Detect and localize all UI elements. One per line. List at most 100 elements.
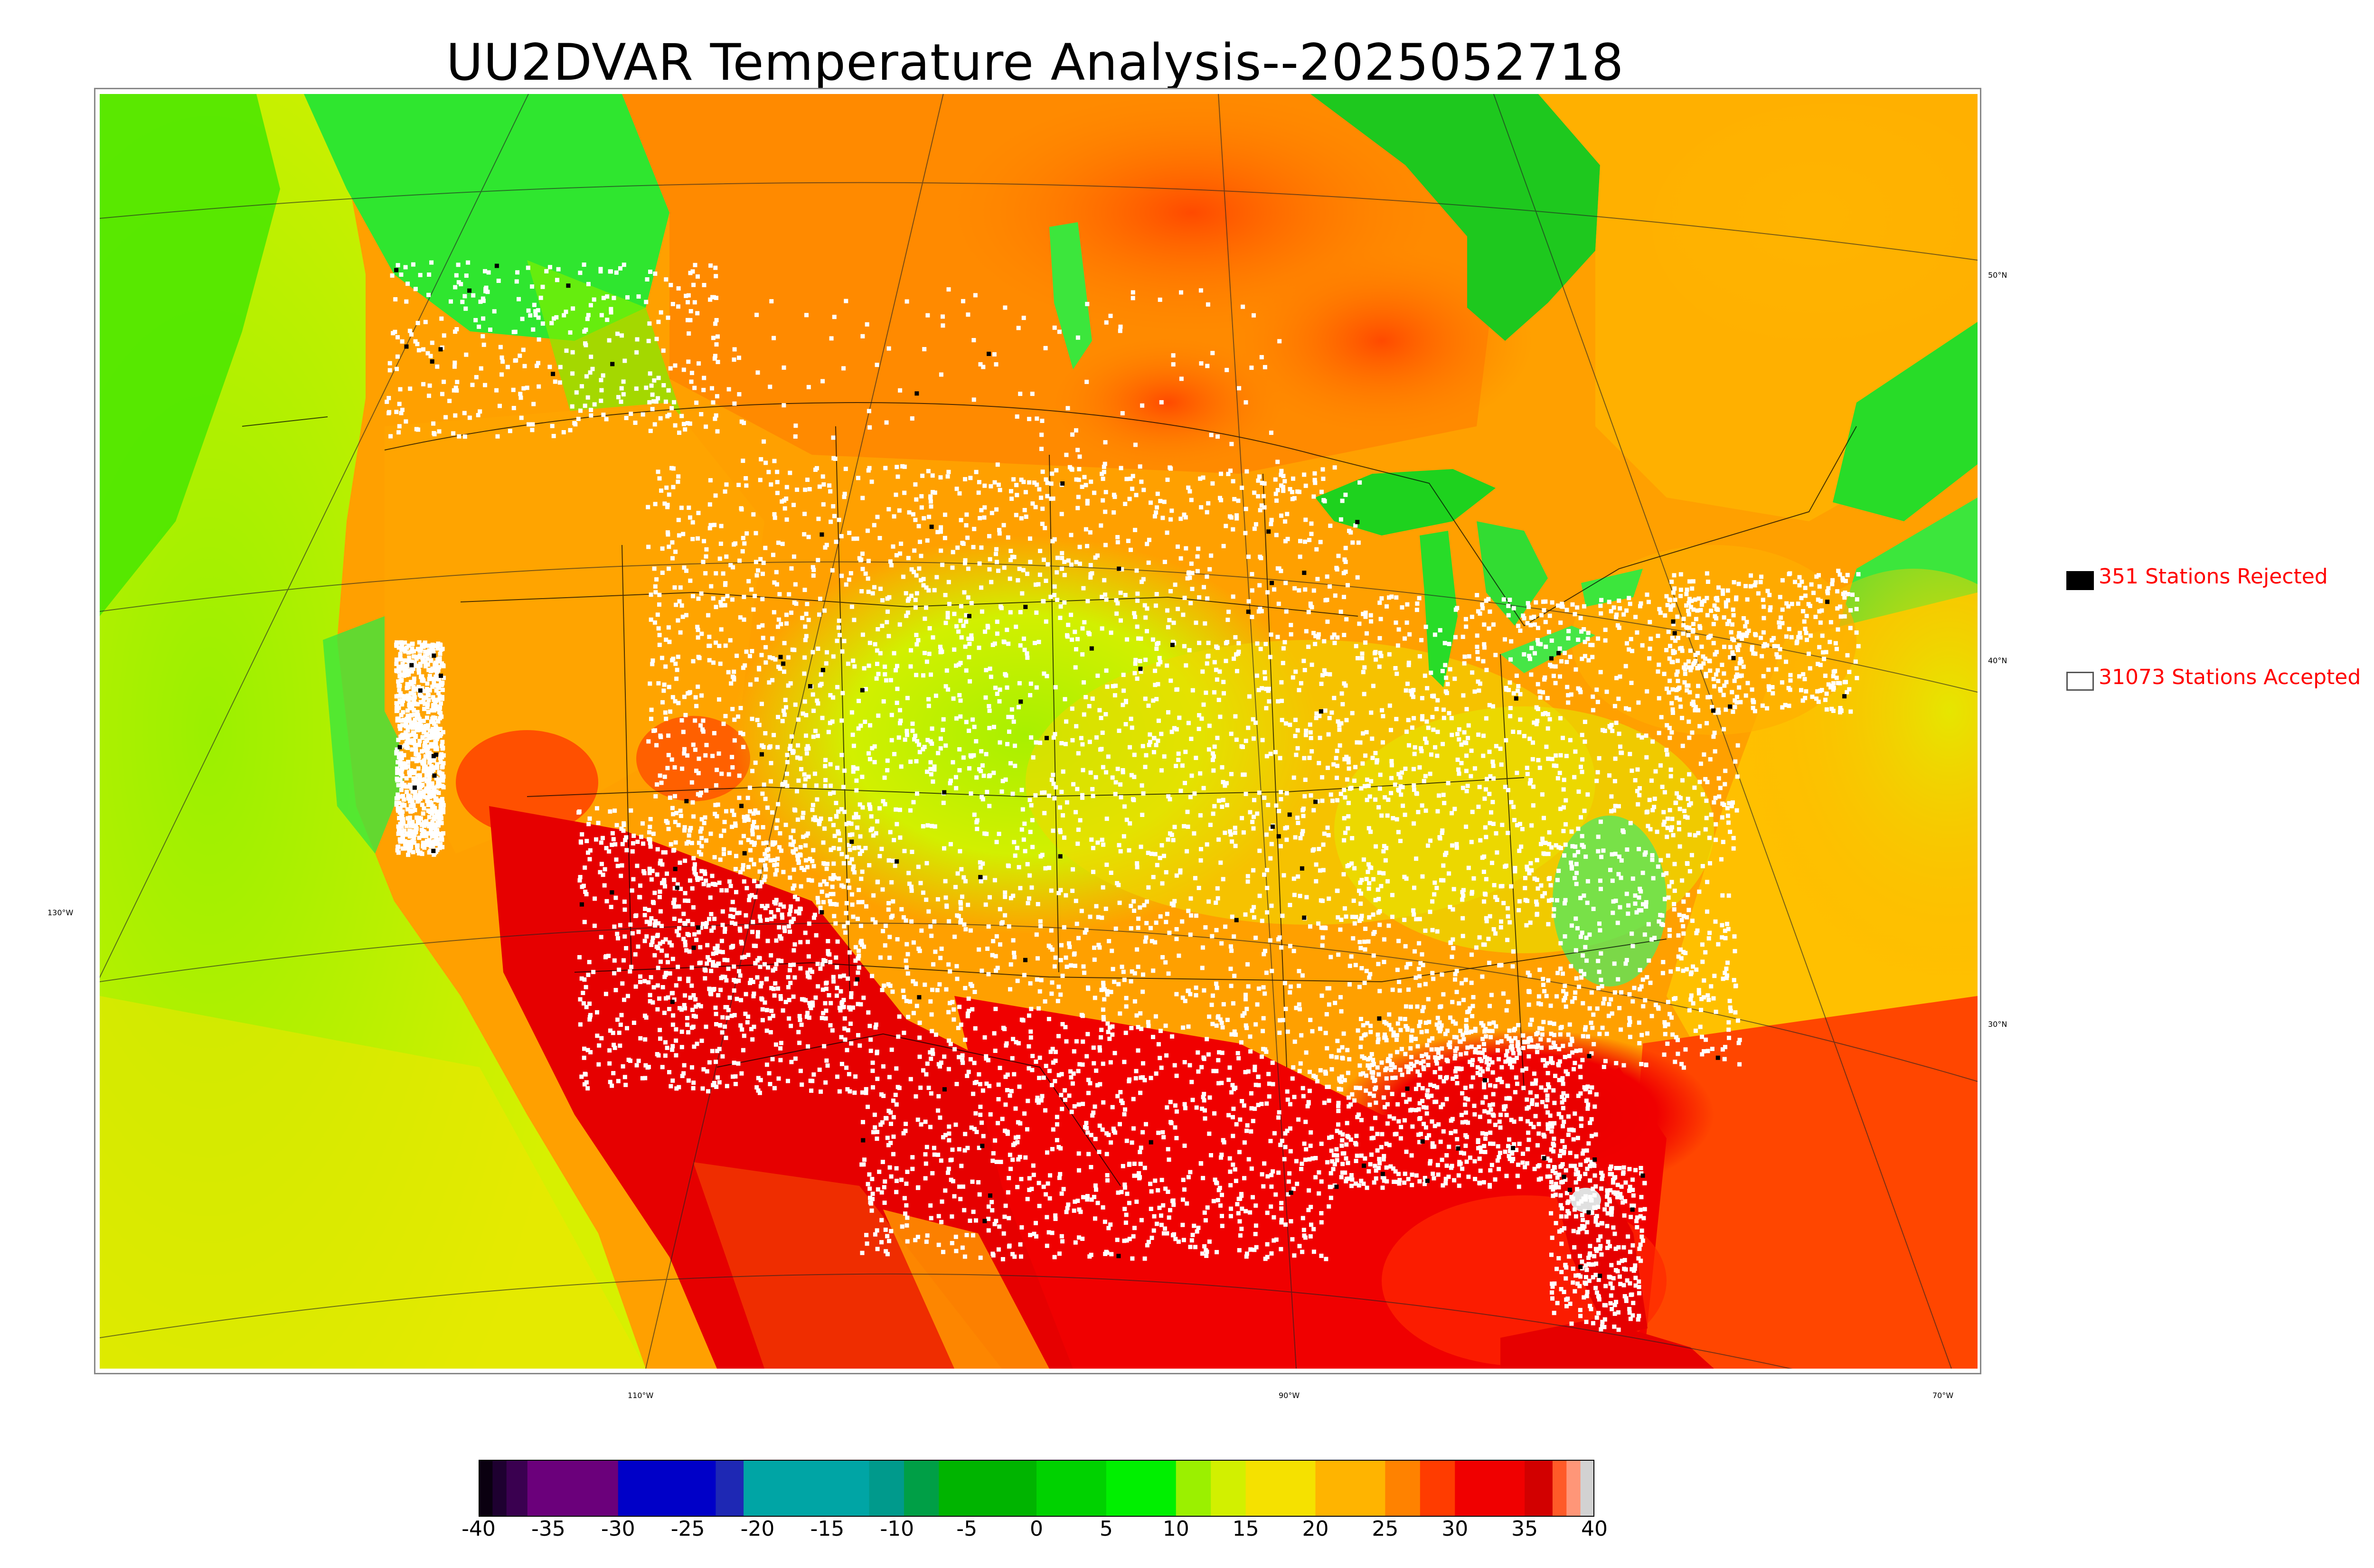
accepted-station-marker	[763, 797, 768, 801]
accepted-station-marker	[1676, 1038, 1680, 1042]
accepted-station-marker	[1377, 922, 1382, 927]
accepted-station-marker	[1535, 858, 1539, 863]
accepted-station-marker	[1672, 888, 1677, 893]
accepted-station-marker	[743, 955, 747, 959]
accepted-station-marker	[760, 623, 765, 628]
accepted-station-marker	[1398, 775, 1403, 780]
accepted-station-marker	[739, 507, 744, 512]
accepted-station-marker	[1398, 1028, 1403, 1033]
accepted-station-marker	[1132, 999, 1137, 1004]
accepted-station-marker	[437, 665, 442, 669]
accepted-station-marker	[431, 716, 436, 721]
accepted-station-marker	[394, 662, 399, 666]
accepted-station-marker	[1448, 1040, 1452, 1045]
accepted-station-marker	[1075, 637, 1080, 641]
accepted-station-marker	[856, 726, 861, 731]
accepted-station-marker	[396, 716, 401, 721]
accepted-station-marker	[1090, 696, 1095, 701]
accepted-station-marker	[405, 845, 410, 850]
accepted-station-marker	[1615, 623, 1620, 628]
accepted-station-marker	[987, 774, 991, 779]
accepted-station-marker	[783, 780, 788, 785]
accepted-station-marker	[431, 707, 436, 712]
accepted-station-marker	[1329, 710, 1334, 715]
accepted-station-marker	[398, 777, 403, 782]
accepted-station-marker	[1373, 797, 1378, 802]
accepted-station-marker	[750, 930, 754, 934]
accepted-station-marker	[436, 823, 441, 828]
accepted-station-marker	[931, 635, 935, 640]
quebec-yellow	[1652, 103, 1978, 350]
accepted-station-marker	[749, 587, 754, 592]
accepted-station-marker	[706, 613, 711, 618]
accepted-station-marker	[432, 839, 436, 844]
accepted-station-marker	[396, 768, 401, 773]
accepted-station-marker	[1541, 976, 1545, 981]
accepted-station-marker	[1062, 836, 1066, 840]
accepted-station-marker	[410, 819, 415, 824]
accepted-station-marker	[646, 545, 651, 549]
accepted-station-marker	[1363, 927, 1368, 931]
accepted-station-marker	[1507, 920, 1512, 925]
accepted-station-marker	[690, 800, 695, 805]
accepted-station-marker	[1080, 795, 1085, 800]
accepted-station-marker	[818, 905, 823, 910]
accepted-station-marker	[1064, 893, 1068, 898]
accepted-station-marker	[943, 593, 948, 597]
accepted-station-marker	[1490, 760, 1495, 764]
accepted-station-marker	[403, 647, 407, 651]
accepted-station-marker	[399, 812, 404, 817]
accepted-station-marker	[1682, 665, 1686, 670]
manitoba-hot	[1049, 336, 1287, 469]
accepted-station-marker	[1313, 642, 1318, 647]
accepted-station-marker	[1505, 938, 1510, 942]
accepted-station-marker	[732, 813, 736, 817]
accepted-station-marker	[1338, 517, 1343, 522]
accepted-station-marker	[1562, 998, 1566, 1003]
accepted-station-marker	[1352, 921, 1357, 926]
accepted-station-marker	[1394, 717, 1399, 722]
accepted-station-marker	[435, 706, 440, 711]
accepted-station-marker	[1613, 756, 1618, 761]
accepted-station-marker	[830, 884, 835, 889]
accepted-station-marker	[1205, 842, 1209, 847]
accepted-station-marker	[1701, 654, 1705, 659]
accepted-station-marker	[932, 588, 937, 592]
accepted-station-marker	[1454, 1046, 1459, 1051]
accepted-station-marker	[1304, 728, 1309, 733]
accepted-station-marker	[1319, 993, 1324, 998]
accepted-station-marker	[1562, 805, 1566, 810]
accepted-station-marker	[942, 535, 947, 540]
accepted-station-marker	[803, 998, 808, 1003]
accepted-station-marker	[1477, 688, 1481, 693]
accepted-station-marker	[828, 791, 832, 796]
accepted-station-marker	[1386, 798, 1391, 802]
accepted-station-marker	[1573, 853, 1577, 858]
accepted-station-marker	[681, 937, 686, 941]
accepted-station-marker	[747, 898, 752, 902]
accepted-station-marker	[1059, 512, 1064, 516]
accepted-station-marker	[1083, 483, 1088, 488]
accepted-station-marker	[849, 991, 854, 995]
accepted-station-marker	[1250, 819, 1255, 824]
accepted-station-marker	[1085, 544, 1090, 548]
accepted-station-marker	[1414, 791, 1419, 796]
accepted-station-marker	[829, 1001, 833, 1005]
accepted-station-marker	[1570, 999, 1574, 1004]
accepted-station-marker	[1453, 972, 1458, 976]
accepted-station-marker	[1430, 928, 1435, 932]
accepted-station-marker	[1501, 991, 1506, 996]
map-title: UU2DVAR Temperature Analysis--2025052718	[446, 33, 1624, 92]
accepted-station-marker	[679, 506, 684, 510]
accepted-station-marker	[1649, 637, 1653, 641]
accepted-station-marker	[1466, 723, 1471, 728]
accepted-station-marker	[1610, 878, 1615, 883]
accepted-station-marker	[1214, 644, 1219, 649]
accepted-station-marker	[630, 931, 635, 936]
accepted-station-marker	[1627, 647, 1631, 652]
accepted-station-marker	[718, 541, 723, 546]
accepted-station-marker	[1530, 757, 1535, 761]
accepted-station-marker	[1412, 885, 1416, 890]
accepted-station-marker	[1584, 958, 1589, 963]
accepted-station-marker	[719, 771, 724, 776]
